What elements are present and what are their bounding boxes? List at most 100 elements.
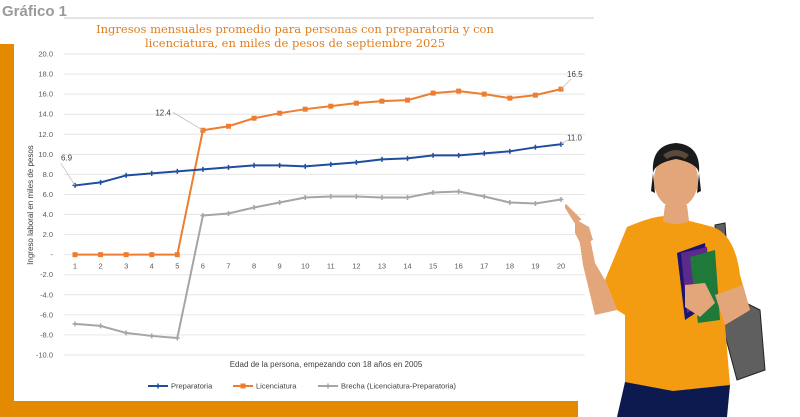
data-label: 12.4 bbox=[155, 108, 171, 117]
data-point bbox=[456, 188, 462, 194]
data-point bbox=[98, 252, 104, 258]
top-divider bbox=[64, 17, 594, 19]
data-point bbox=[123, 252, 129, 258]
y-tick-label: - bbox=[51, 250, 54, 259]
data-point bbox=[481, 150, 487, 156]
data-point bbox=[353, 159, 359, 165]
data-point bbox=[277, 162, 283, 168]
data-point bbox=[225, 123, 231, 129]
y-tick-label: 10.0 bbox=[38, 150, 53, 159]
x-tick-label: 8 bbox=[252, 262, 256, 271]
y-tick-label: -2.0 bbox=[40, 270, 53, 279]
data-point bbox=[149, 252, 155, 258]
x-tick-label: 7 bbox=[226, 262, 230, 271]
chart-title: Ingresos mensuales promedio para persona… bbox=[90, 22, 500, 50]
x-tick-label: 18 bbox=[506, 262, 514, 271]
y-tick-label: 14.0 bbox=[38, 110, 53, 119]
x-axis-title: Edad de la persona, empezando con 18 año… bbox=[230, 360, 423, 369]
legend-label: Brecha (Licenciatura-Preparatoria) bbox=[341, 382, 457, 391]
data-point bbox=[481, 91, 487, 97]
x-tick-label: 3 bbox=[124, 262, 128, 271]
annotation-leader bbox=[560, 78, 572, 90]
gridlines bbox=[64, 53, 585, 356]
data-point bbox=[532, 200, 538, 206]
series-brecha bbox=[72, 188, 564, 341]
data-point bbox=[251, 115, 257, 121]
annotation-leader bbox=[172, 111, 204, 131]
legend-item: Licenciatura bbox=[233, 382, 297, 391]
data-point bbox=[72, 252, 78, 258]
y-tick-label: 20.0 bbox=[38, 50, 53, 59]
student-illustration bbox=[565, 143, 766, 417]
y-axis-ticks: 20.0 18.0 16.0 14.0 12.0 10.0 8.0 6.0 4.0 2.0 - -2.… bbox=[36, 50, 54, 360]
x-tick-label: 6 bbox=[201, 262, 205, 271]
data-point bbox=[532, 92, 538, 98]
data-point bbox=[302, 163, 308, 169]
data-point bbox=[405, 97, 411, 103]
data-point bbox=[225, 211, 231, 217]
x-tick-label: 13 bbox=[378, 262, 386, 271]
data-point bbox=[456, 152, 462, 158]
data-point bbox=[353, 100, 359, 106]
data-point bbox=[379, 98, 385, 104]
y-tick-label: -10.0 bbox=[36, 351, 53, 360]
data-point bbox=[379, 156, 385, 162]
data-point bbox=[481, 193, 487, 199]
series-line bbox=[74, 190, 562, 339]
y-tick-label: 4.0 bbox=[43, 210, 53, 219]
data-point bbox=[200, 166, 206, 172]
y-tick-label: 6.0 bbox=[43, 190, 53, 199]
x-tick-label: 2 bbox=[98, 262, 102, 271]
x-tick-label: 15 bbox=[429, 262, 437, 271]
x-tick-label: 12 bbox=[352, 262, 360, 271]
data-point bbox=[532, 144, 538, 150]
legend-label: Licenciatura bbox=[256, 382, 297, 391]
frame-left-bar bbox=[0, 44, 14, 417]
x-tick-label: 17 bbox=[480, 262, 488, 271]
y-tick-label: -4.0 bbox=[40, 290, 53, 299]
chart-title-line-2: licenciatura, en miles de pesos de septi… bbox=[144, 36, 446, 50]
series-licenciatura bbox=[72, 86, 564, 258]
series-line bbox=[74, 143, 562, 187]
y-tick-label: -6.0 bbox=[40, 310, 53, 319]
data-point bbox=[405, 194, 411, 200]
y-tick-label: -8.0 bbox=[40, 330, 53, 339]
data-point bbox=[430, 152, 436, 158]
data-label: 16.5 bbox=[567, 70, 583, 79]
legend-item: Brecha (Licenciatura-Preparatoria) bbox=[318, 382, 457, 391]
data-point bbox=[430, 90, 436, 96]
data-point bbox=[225, 164, 231, 170]
x-tick-label: 11 bbox=[327, 262, 335, 271]
x-tick-label: 14 bbox=[403, 262, 411, 271]
data-point bbox=[507, 199, 513, 205]
y-tick-label: 16.0 bbox=[38, 90, 53, 99]
data-point bbox=[149, 333, 155, 339]
data-point bbox=[72, 182, 78, 188]
data-point bbox=[123, 330, 129, 336]
pants-shape bbox=[617, 382, 730, 417]
series-line bbox=[75, 88, 562, 256]
data-point bbox=[302, 194, 308, 200]
annotation-leader bbox=[60, 163, 76, 186]
series-preparatoria bbox=[72, 141, 564, 188]
data-point bbox=[174, 252, 180, 258]
data-point bbox=[72, 321, 78, 327]
series-group bbox=[72, 86, 564, 341]
annotations-group: 6.9 12.4 16.5 11.0 bbox=[60, 70, 583, 186]
data-point bbox=[328, 161, 334, 167]
legend: Preparatoria Licenciatura Brecha (Licencia… bbox=[148, 382, 457, 391]
data-point bbox=[251, 205, 257, 211]
data-point bbox=[277, 110, 283, 116]
data-point bbox=[98, 323, 104, 329]
data-point bbox=[149, 170, 155, 176]
data-point bbox=[302, 106, 308, 112]
head-shape bbox=[654, 152, 698, 208]
data-point bbox=[174, 335, 180, 341]
y-tick-label: 18.0 bbox=[38, 70, 53, 79]
data-point bbox=[174, 168, 180, 174]
annotation-leader bbox=[560, 139, 568, 145]
frame-bottom-bar bbox=[0, 401, 578, 417]
data-label: 11.0 bbox=[567, 133, 583, 142]
data-point bbox=[430, 189, 436, 195]
data-point bbox=[507, 95, 513, 101]
